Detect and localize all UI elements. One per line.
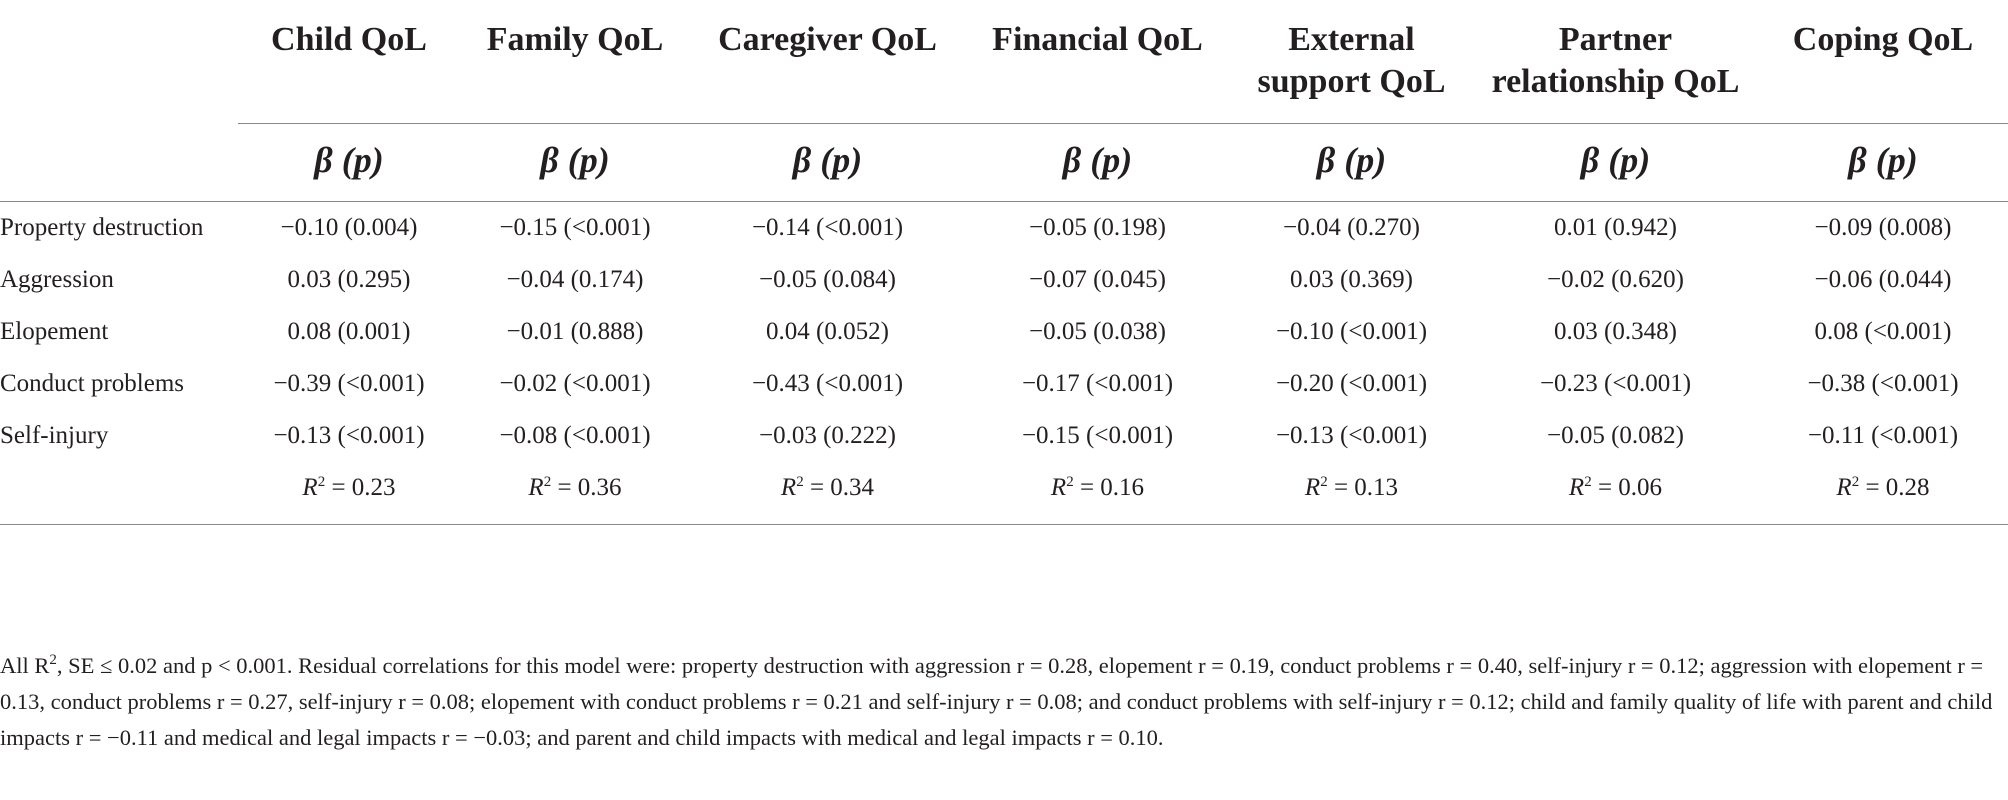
r-squared-cell: R2 = 0.23 <box>238 461 460 525</box>
r-squared-cell: R2 = 0.16 <box>965 461 1230 525</box>
stat-header: β (p) <box>690 123 965 202</box>
stat-header: β (p) <box>1473 123 1758 202</box>
column-header-caregiver-qol: Caregiver QoL <box>690 0 965 124</box>
column-header-coping-qol: Coping QoL <box>1758 0 2008 124</box>
table-cell: 0.08 (0.001) <box>287 317 411 345</box>
table-cell: −0.05 (0.082) <box>1547 421 1684 449</box>
stat-header: β (p) <box>238 123 460 202</box>
table-cell: 0.03 (0.295) <box>287 265 411 293</box>
r-squared-cell: R2 = 0.13 <box>1230 461 1473 525</box>
table-row-aggression: Aggression 0.03 (0.295) −0.04 (0.174) −0… <box>0 254 2008 306</box>
column-header-external-support-qol: External support QoL <box>1230 0 1473 124</box>
r-squared-cell: R2 = 0.34 <box>690 461 965 525</box>
table-row-self-injury: Self-injury −0.13 (<0.001) −0.08 (<0.001… <box>0 410 2008 462</box>
table-cell: −0.05 (0.198) <box>1029 213 1166 241</box>
regression-table: Child QoL Family QoL Caregiver QoL Finan… <box>0 0 2008 525</box>
r-squared-cell: R2 = 0.06 <box>1473 461 1758 525</box>
table-cell: −0.14 (<0.001) <box>751 213 904 241</box>
table-cell: −0.02 (0.620) <box>1547 265 1684 293</box>
table-row-r-squared: R2 = 0.23 R2 = 0.36 R2 = 0.34 R2 = 0.16 … <box>0 461 2008 525</box>
table-row-property-destruction: Property destruction −0.10 (0.004) −0.15… <box>0 201 2008 254</box>
table-cell: −0.05 (0.084) <box>759 265 896 293</box>
table-cell: 0.08 (<0.001) <box>1814 317 1952 345</box>
table-cell: −0.01 (0.888) <box>506 317 644 345</box>
row-label: Self-injury <box>0 421 109 449</box>
table-row-elopement: Elopement 0.08 (0.001) −0.01 (0.888) 0.0… <box>0 306 2008 358</box>
stat-header: β (p) <box>965 123 1230 202</box>
row-label: Elopement <box>0 317 109 345</box>
row-label-blank <box>0 461 238 525</box>
column-header-financial-qol: Financial QoL <box>965 0 1230 124</box>
table-cell: −0.03 (0.222) <box>759 421 896 449</box>
table-cell: 0.04 (0.052) <box>766 317 889 345</box>
stat-header: β (p) <box>460 123 690 202</box>
r-squared-cell: R2 = 0.28 <box>1758 461 2008 525</box>
regression-table-container: Child QoL Family QoL Caregiver QoL Finan… <box>0 0 2008 525</box>
footnote-prefix: All R <box>0 653 50 678</box>
table-cell: −0.11 (<0.001) <box>1807 421 1959 449</box>
table-cell: 0.01 (0.942) <box>1554 213 1677 241</box>
column-header-row: Child QoL Family QoL Caregiver QoL Finan… <box>0 0 2008 124</box>
row-label: Conduct problems <box>0 369 185 397</box>
stat-header-blank <box>0 123 238 202</box>
table-cell: −0.17 (<0.001) <box>1021 369 1174 397</box>
table-cell: −0.07 (0.045) <box>1029 265 1166 293</box>
table-cell: −0.10 (<0.001) <box>1275 317 1428 345</box>
stat-header: β (p) <box>1758 123 2008 202</box>
table-cell: −0.05 (0.038) <box>1029 317 1166 345</box>
table-footnote: All R2, SE ≤ 0.02 and p < 0.001. Residua… <box>0 648 2000 756</box>
table-cell: −0.13 (<0.001) <box>1275 421 1428 449</box>
table-cell: −0.15 (<0.001) <box>499 213 651 241</box>
table-cell: −0.20 (<0.001) <box>1275 369 1428 397</box>
footnote-text: , SE ≤ 0.02 and p < 0.001. Residual corr… <box>0 653 1993 750</box>
table-cell: −0.09 (0.008) <box>1814 213 1952 241</box>
column-header-child-qol: Child QoL <box>238 0 460 124</box>
table-row-conduct-problems: Conduct problems −0.39 (<0.001) −0.02 (<… <box>0 358 2008 410</box>
column-header-family-qol: Family QoL <box>460 0 690 124</box>
row-label-header <box>0 0 238 123</box>
table-cell: −0.38 (<0.001) <box>1807 369 1959 397</box>
table-cell: −0.04 (0.174) <box>506 265 644 293</box>
table-cell: −0.10 (0.004) <box>280 213 418 241</box>
table-cell: −0.39 (<0.001) <box>273 369 425 397</box>
table-cell: −0.13 (<0.001) <box>273 421 425 449</box>
table-cell: −0.06 (0.044) <box>1814 265 1952 293</box>
table-cell: −0.15 (<0.001) <box>1021 421 1174 449</box>
table-cell: −0.02 (<0.001) <box>499 369 651 397</box>
row-label: Aggression <box>0 265 114 293</box>
stat-header-row: β (p) β (p) β (p) β (p) β (p) β (p) β (p… <box>0 123 2008 202</box>
r-squared-cell: R2 = 0.36 <box>460 461 690 525</box>
table-cell: −0.08 (<0.001) <box>499 421 651 449</box>
table-cell: 0.03 (0.369) <box>1290 265 1413 293</box>
column-header-partner-relationship-qol: Partner relationship QoL <box>1473 0 1758 124</box>
stat-header: β (p) <box>1230 123 1473 202</box>
table-cell: 0.03 (0.348) <box>1554 317 1677 345</box>
table-cell: −0.23 (<0.001) <box>1539 369 1692 397</box>
row-label: Property destruction <box>0 213 204 241</box>
footnote-prefix-sup: 2 <box>49 652 57 668</box>
table-cell: −0.43 (<0.001) <box>751 369 904 397</box>
table-cell: −0.04 (0.270) <box>1283 213 1420 241</box>
